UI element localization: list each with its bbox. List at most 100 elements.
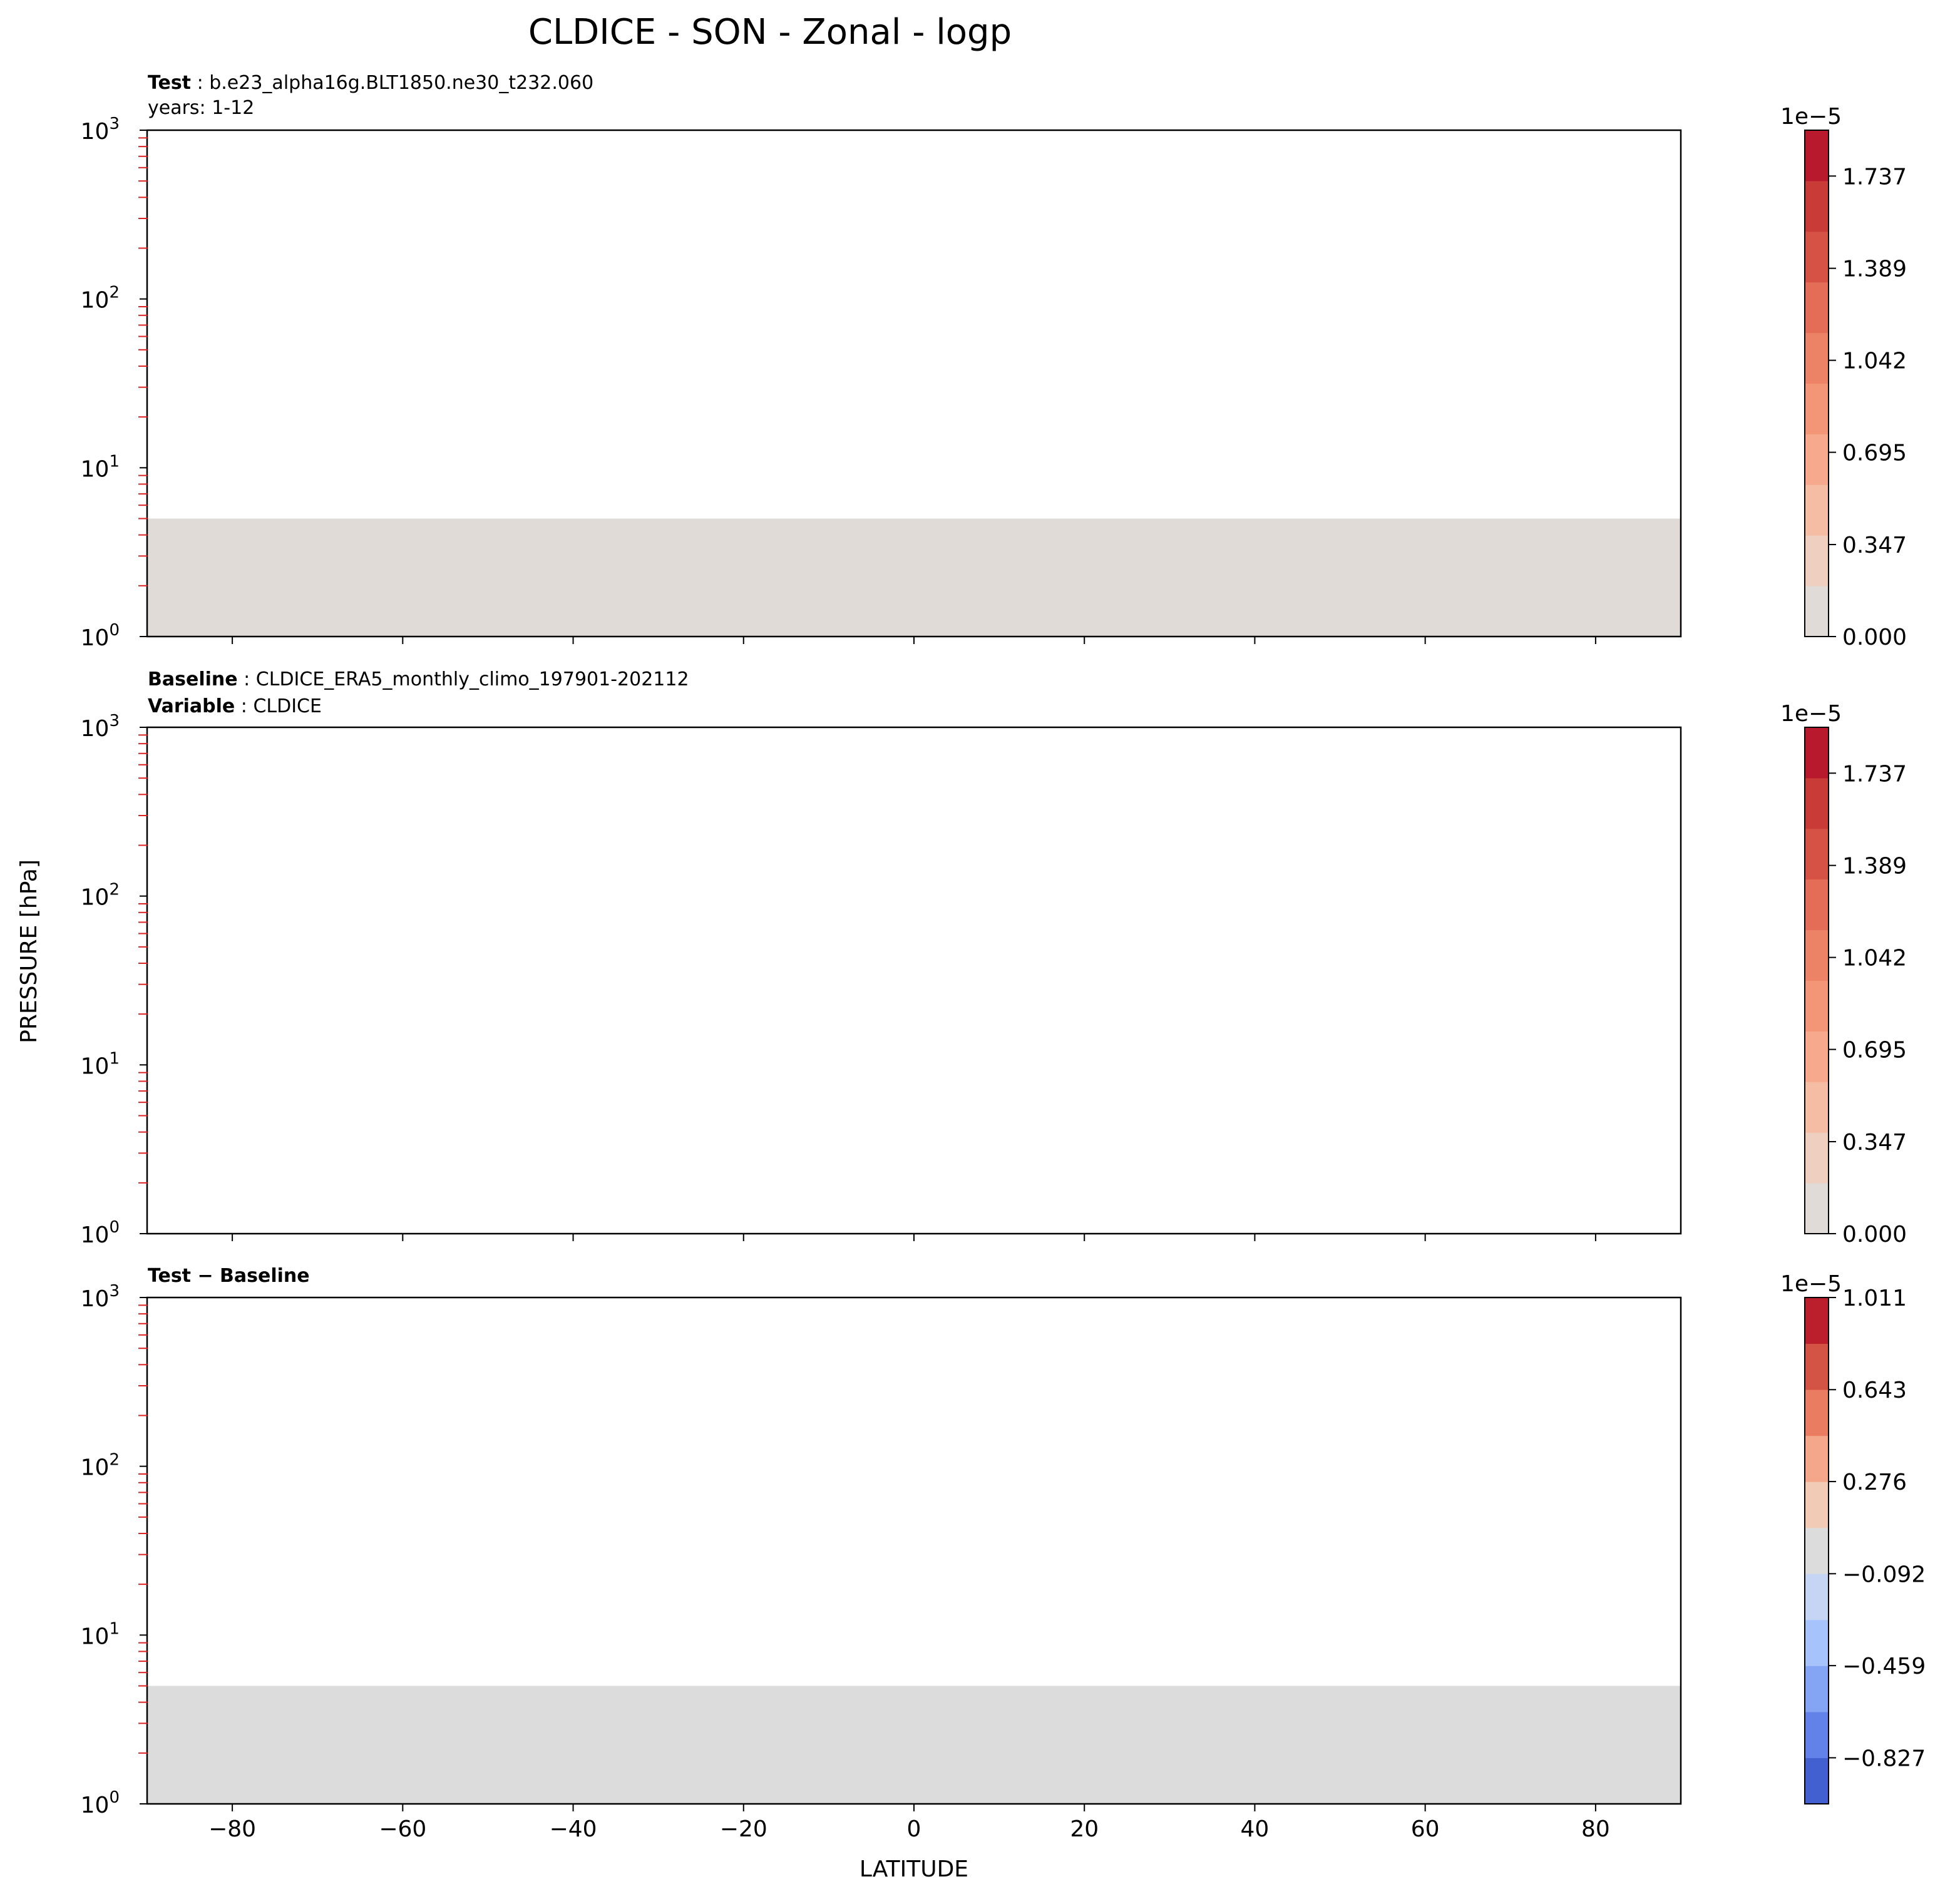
test-contour-cell <box>658 536 672 539</box>
test-contour-cell <box>888 535 902 538</box>
test-contour-cell <box>811 523 825 526</box>
test-contour-cell <box>824 538 838 540</box>
test-contour-cell <box>339 538 352 540</box>
test-contour-cell <box>313 541 327 543</box>
test-contour-cell <box>1578 530 1592 533</box>
test-contour-cell <box>1361 518 1375 521</box>
test-contour-cell <box>952 520 966 522</box>
test-contour-cell <box>582 534 595 536</box>
test-contour-cell <box>1118 542 1132 544</box>
test-contour-cell <box>518 543 531 545</box>
test-contour-cell <box>1221 538 1234 540</box>
test-contour-cell <box>441 536 454 539</box>
test-contour-cell <box>1348 531 1362 534</box>
test-contour-cell <box>351 541 365 543</box>
test-contour-cell <box>632 534 646 536</box>
test-contour-cell <box>1425 526 1439 528</box>
test-contour-cell <box>1399 523 1413 526</box>
test-contour-cell <box>1144 522 1157 525</box>
test-contour-cell <box>211 530 225 533</box>
test-contour-cell <box>1246 536 1260 539</box>
test-contour-cell <box>1489 518 1502 521</box>
test-contour-cell <box>824 522 838 525</box>
test-contour-cell <box>568 536 582 539</box>
test-contour-cell <box>1106 541 1119 543</box>
test-contour-cell <box>939 538 953 540</box>
test-contour-cell <box>811 518 825 521</box>
test-contour-cell <box>1323 534 1337 536</box>
test-contour-cell <box>799 518 813 521</box>
test-contour-cell <box>786 541 799 543</box>
test-contour-cell <box>543 536 557 539</box>
test-contour-cell <box>1285 522 1298 525</box>
test-contour-cell <box>249 540 263 541</box>
test-contour-cell <box>786 526 799 528</box>
test-contour-cell <box>1297 522 1311 525</box>
test-contour-cell <box>1246 533 1260 535</box>
test-contour-cell <box>1259 536 1273 539</box>
test-contour-cell <box>505 534 518 536</box>
test-contour-cell <box>1566 538 1579 540</box>
test-contour-cell <box>773 534 787 536</box>
test-contour-cell <box>1195 521 1209 523</box>
test-contour-cell <box>684 534 697 536</box>
test-contour-cell <box>262 533 275 535</box>
test-contour-cell <box>441 521 454 523</box>
test-contour-cell <box>1578 528 1592 530</box>
test-contour-cell <box>837 543 851 545</box>
test-contour-cell <box>415 538 429 540</box>
test-contour-cell <box>658 528 672 530</box>
test-contour-cell <box>1271 518 1285 521</box>
test-contour-cell <box>1374 535 1388 538</box>
test-contour-cell <box>300 523 314 526</box>
test-contour-cell <box>492 540 506 541</box>
test-contour-cell <box>671 526 685 528</box>
test-contour-cell <box>1591 535 1605 538</box>
test-contour-cell <box>556 530 570 533</box>
test-contour-cell <box>939 535 953 538</box>
test-contour-cell <box>1527 541 1541 543</box>
test-contour-cell <box>300 530 314 533</box>
test-contour-cell <box>1080 520 1094 522</box>
test-contour-cell <box>172 536 186 539</box>
test-contour-cell <box>1092 542 1106 544</box>
test-contour-cell <box>1399 533 1413 535</box>
test-contour-cell <box>1527 526 1541 528</box>
test-contour-cell <box>799 533 813 535</box>
test-contour-cell <box>1591 534 1605 536</box>
test-contour-cell <box>1566 525 1579 527</box>
test-contour-cell <box>211 533 225 535</box>
test-contour-cell <box>415 525 429 527</box>
test-contour-cell <box>747 535 761 538</box>
test-contour-cell <box>1642 525 1656 527</box>
test-contour-cell <box>556 535 570 538</box>
test-contour-cell <box>1399 536 1413 539</box>
test-contour-cell <box>1629 520 1643 522</box>
test-contour-cell <box>939 521 953 523</box>
test-contour-cell <box>786 540 799 541</box>
test-contour-cell <box>1463 535 1477 538</box>
test-contour-cell <box>645 531 659 534</box>
test-contour-cell <box>1208 533 1221 535</box>
test-contour-cell <box>415 531 429 534</box>
test-contour-cell <box>1335 541 1349 543</box>
test-contour-cell <box>1310 535 1323 538</box>
test-contour-cell <box>518 536 531 539</box>
test-contour-cell <box>620 528 634 530</box>
test-contour-cell <box>735 535 749 538</box>
test-contour-cell <box>1604 531 1618 534</box>
test-contour-cell <box>761 529 774 531</box>
test-contour-cell <box>415 534 429 536</box>
test-contour-cell <box>147 538 161 540</box>
test-contour-cell <box>1591 529 1605 531</box>
test-contour-cell <box>1655 525 1669 527</box>
test-contour-cell <box>1323 523 1337 526</box>
test-contour-cell <box>1591 522 1605 525</box>
test-contour-cell <box>1285 531 1298 534</box>
test-contour-cell <box>403 535 416 538</box>
test-contour-cell <box>875 536 889 539</box>
test-contour-cell <box>1259 538 1273 540</box>
test-contour-cell <box>466 529 480 531</box>
test-contour-cell <box>287 530 301 533</box>
test-contour-cell <box>1233 522 1247 525</box>
